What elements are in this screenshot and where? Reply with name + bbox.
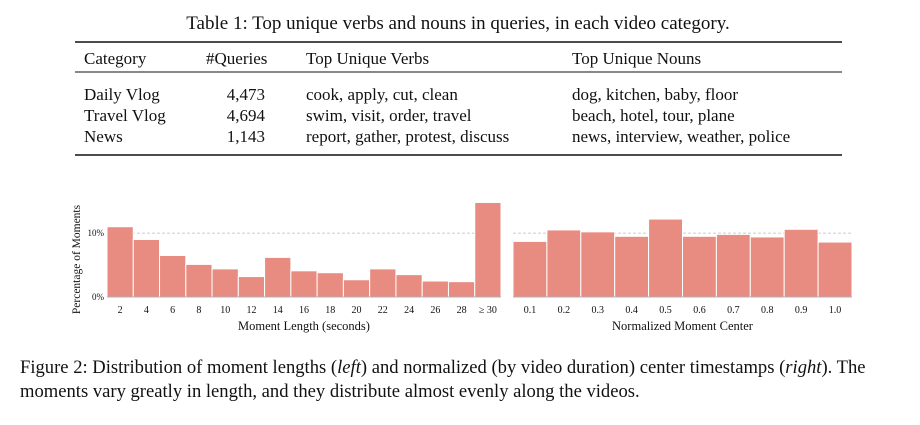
bar — [369, 268, 397, 298]
table-header: #Queries — [206, 49, 267, 68]
bar — [106, 226, 134, 298]
x-tick-label: 0.1 — [524, 305, 537, 316]
bar — [132, 239, 161, 298]
bar — [715, 233, 751, 298]
table-cell: beach, hotel, tour, plane — [572, 106, 735, 125]
x-axis-label: Normalized Moment Center — [612, 319, 754, 333]
table-caption: Table 1: Top unique verbs and nouns in q… — [186, 13, 729, 34]
caption-text: left — [337, 357, 361, 378]
x-tick-label: 0.8 — [761, 305, 774, 316]
table-cell: dog, kitchen, baby, floor — [572, 85, 738, 104]
bar — [290, 270, 318, 298]
bar — [648, 218, 683, 298]
x-tick-label: 1.0 — [829, 305, 842, 316]
x-tick-label: 0.4 — [625, 305, 638, 316]
table-cell: 4,694 — [227, 106, 266, 125]
figure-caption: Figure 2: Distribution of moment lengths… — [20, 356, 910, 404]
x-tick-label: 14 — [273, 305, 283, 316]
x-tick-label: 12 — [246, 305, 256, 316]
x-tick-label: 4 — [144, 305, 149, 316]
x-tick-label: 0.3 — [592, 305, 605, 316]
bar — [159, 254, 187, 298]
caption-text: ). The moments vary greatly in length, a… — [20, 357, 866, 402]
x-tick-label: 24 — [404, 305, 414, 316]
bar — [316, 272, 344, 298]
bar — [237, 276, 266, 298]
caption-text: right — [785, 357, 822, 378]
bar — [447, 281, 476, 298]
x-tick-label: 0.9 — [795, 305, 808, 316]
x-tick-label: ≥ 30 — [479, 305, 497, 316]
bar — [211, 268, 239, 298]
x-tick-label: 20 — [352, 305, 362, 316]
bar — [421, 280, 449, 298]
bar — [342, 279, 371, 298]
table-header: Top Unique Verbs — [306, 49, 429, 68]
x-tick-label: 28 — [457, 305, 467, 316]
bar — [264, 256, 292, 298]
x-axis-label: Moment Length (seconds) — [238, 319, 370, 333]
bar — [185, 263, 213, 298]
x-tick-label: 22 — [378, 305, 388, 316]
x-tick-label: 10 — [220, 305, 230, 316]
x-tick-label: 16 — [299, 305, 309, 316]
table-cell: cook, apply, cut, clean — [306, 85, 458, 104]
x-tick-label: 18 — [325, 305, 335, 316]
table-cell: report, gather, protest, discuss — [306, 127, 509, 146]
bar — [682, 235, 717, 298]
table-cell: 1,143 — [227, 127, 265, 146]
y-tick-label: 0% — [92, 292, 105, 302]
bar — [614, 235, 650, 298]
table-cell: swim, visit, order, travel — [306, 106, 472, 125]
bar — [474, 201, 502, 298]
table-cell: 4,473 — [227, 85, 265, 104]
x-tick-label: 0.7 — [727, 305, 740, 316]
x-tick-label: 2 — [118, 305, 123, 316]
bar — [546, 229, 582, 298]
table-cell: Daily Vlog — [84, 85, 160, 104]
table-cell: News — [84, 127, 123, 146]
caption-text: ) and normalized (by video duration) cen… — [360, 357, 786, 378]
x-tick-label: 0.5 — [659, 305, 672, 316]
caption-text: Figure 2: Distribution of moment lengths… — [20, 357, 338, 378]
x-tick-label: 0.6 — [693, 305, 706, 316]
table-cell: Travel Vlog — [84, 106, 166, 125]
table-header: Top Unique Nouns — [572, 49, 701, 68]
bar — [817, 241, 853, 298]
bar — [580, 231, 616, 298]
bar — [395, 274, 423, 298]
x-tick-label: 8 — [196, 305, 201, 316]
bar — [783, 228, 819, 298]
table-header: Category — [84, 49, 147, 68]
table-cell: news, interview, weather, police — [572, 127, 790, 146]
y-tick-label: 10% — [88, 228, 105, 238]
y-axis-label: Percentage of Moments — [71, 204, 83, 314]
x-tick-label: 26 — [430, 305, 440, 316]
bar — [749, 236, 785, 298]
x-tick-label: 6 — [170, 305, 175, 316]
x-tick-label: 0.2 — [558, 305, 571, 316]
bar — [512, 240, 548, 298]
